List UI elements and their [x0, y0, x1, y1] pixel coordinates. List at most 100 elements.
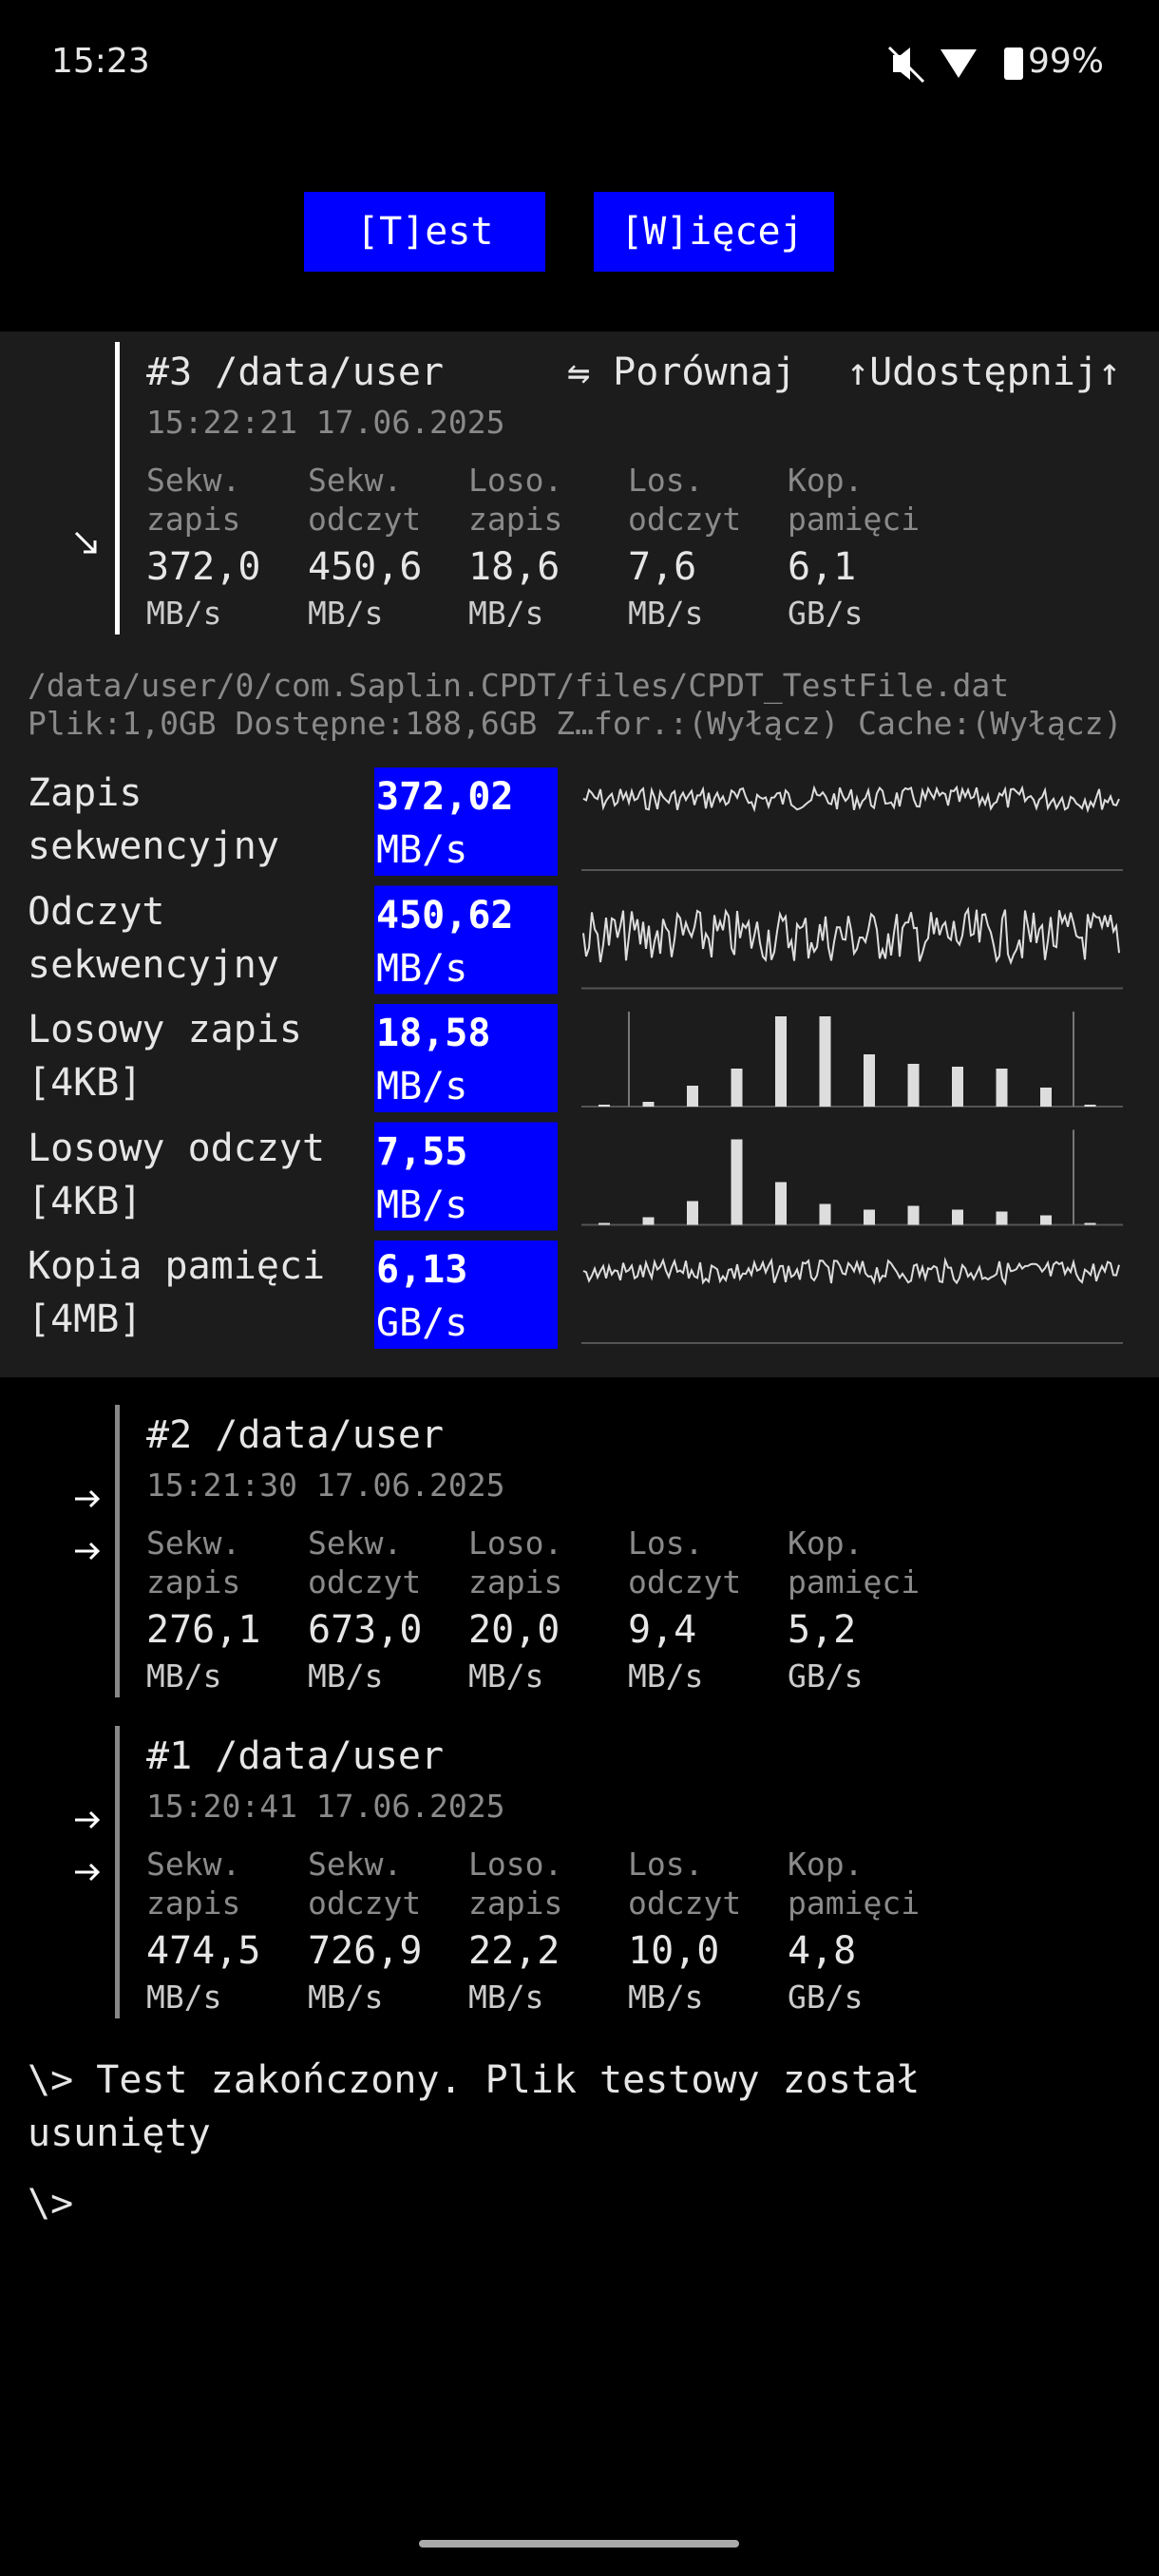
row-label: [4KB]: [28, 1061, 142, 1105]
row-value-bg: [374, 1241, 558, 1349]
graph-bar: [819, 1016, 831, 1107]
row-label: Losowy zapis: [28, 1008, 302, 1051]
share-button[interactable]: ↑Udostępnij↑: [846, 350, 1121, 394]
metric-unit: MB/s: [146, 1978, 222, 2016]
row-unit: MB/s: [376, 1183, 468, 1227]
metric-unit: MB/s: [628, 1978, 704, 2016]
result-title: #3 /data/user: [146, 350, 445, 394]
metric-name: Los.: [628, 1524, 704, 1562]
metric-unit: MB/s: [146, 1657, 222, 1695]
graph-bar: [996, 1069, 1008, 1107]
test-button[interactable]: [T]est: [356, 210, 494, 254]
row-value: 450,62: [376, 893, 514, 938]
graph-bar: [952, 1209, 963, 1225]
arrow-icon: [74, 531, 97, 554]
row-unit: MB/s: [376, 946, 468, 991]
graph-bar: [864, 1054, 875, 1107]
metric-value: 450,6: [308, 545, 423, 589]
result-title: #2 /data/user: [146, 1413, 445, 1457]
metric-name: Sekw.: [308, 461, 403, 499]
graph-bar: [907, 1064, 920, 1107]
more-button[interactable]: [W]ięcej: [620, 210, 804, 254]
graph-bar: [687, 1086, 698, 1107]
graph-bar: [775, 1016, 787, 1107]
arrow-icon: [75, 1489, 101, 1508]
metric-unit: GB/s: [788, 1978, 864, 2016]
row-label: [4KB]: [28, 1179, 142, 1223]
status-icons: [893, 47, 1023, 80]
metric-unit: GB/s: [788, 594, 864, 632]
test-button-bg[interactable]: [304, 192, 545, 272]
metric-name: Loso.: [468, 1845, 563, 1883]
graph-line: [582, 1257, 1120, 1286]
metric-value: 4,8: [788, 1929, 857, 1973]
metric-value: 10,0: [628, 1929, 720, 1973]
status-time: 15:23: [51, 42, 150, 81]
metric-name: odczyt: [308, 1884, 422, 1922]
result-date: 15:20:41 17.06.2025: [146, 1787, 505, 1825]
metric-value: 6,1: [788, 545, 857, 589]
metric-name: Los.: [628, 461, 704, 499]
metric-name: pamięci: [788, 1563, 921, 1601]
metric-name: zapis: [468, 500, 563, 538]
metric-name: pamięci: [788, 1884, 921, 1922]
metric-name: Kop.: [788, 1524, 864, 1562]
file-info: Plik:1,0GB Dostępne:188,6GB Z…for.:(Wyłą…: [28, 704, 1123, 742]
row-value-bg: [374, 885, 558, 994]
result-bar: [115, 342, 120, 635]
metric-name: zapis: [146, 1563, 241, 1601]
metric-value: 9,4: [628, 1608, 697, 1652]
row-label: Zapis: [28, 771, 142, 815]
metric-name: Sekw.: [146, 1845, 241, 1883]
graphics: [74, 342, 1123, 2018]
metric-name: odczyt: [308, 500, 422, 538]
metric-value: 7,6: [628, 545, 697, 589]
row-value: 18,58: [376, 1012, 491, 1055]
row-label: sekwencyjny: [28, 942, 279, 987]
metric-name: Loso.: [468, 1524, 563, 1562]
graph-bar: [642, 1217, 655, 1225]
graph-bar: [687, 1201, 698, 1225]
metric-name: zapis: [468, 1563, 563, 1601]
graph-bar: [731, 1139, 743, 1225]
battery-icon: [1004, 47, 1023, 80]
metric-name: odczyt: [308, 1563, 422, 1601]
result-title: #1 /data/user: [146, 1734, 445, 1778]
metric-value: 20,0: [468, 1608, 560, 1652]
metric-name: zapis: [146, 500, 241, 538]
mute-slash: [887, 46, 925, 84]
row-value: 7,55: [376, 1129, 468, 1174]
compare-button[interactable]: ⇋ Porównaj: [567, 350, 796, 394]
terminal-prompt: \>: [28, 2182, 74, 2226]
graph-bar: [642, 1102, 655, 1107]
graph-line: [582, 906, 1120, 966]
metric-unit: MB/s: [628, 594, 704, 632]
metric-name: odczyt: [628, 1563, 742, 1601]
home-bar: [419, 2540, 739, 2548]
graph-bar: [907, 1205, 920, 1225]
metric-name: pamięci: [788, 500, 921, 538]
metric-name: Los.: [628, 1845, 704, 1883]
more-button-bg[interactable]: [594, 192, 834, 272]
row-value-bg: [374, 1004, 558, 1112]
row-unit: MB/s: [376, 828, 468, 872]
row-value: 6,13: [376, 1248, 468, 1292]
metric-name: Sekw.: [146, 461, 241, 499]
metric-value: 673,0: [308, 1608, 423, 1652]
row-label: Losowy odczyt: [28, 1126, 326, 1170]
metric-unit: MB/s: [146, 594, 222, 632]
detail-panel: [0, 331, 1159, 1377]
metric-unit: MB/s: [308, 594, 384, 632]
metric-value: 474,5: [146, 1929, 261, 1973]
metric-value: 5,2: [788, 1608, 857, 1652]
battery-level: 99%: [1028, 42, 1105, 81]
result-date: 15:21:30 17.06.2025: [146, 1466, 505, 1504]
terminal-message: \> Test zakończony. Plik testowy został …: [28, 2058, 921, 2155]
graph-bar: [598, 1105, 610, 1107]
metric-unit: GB/s: [788, 1657, 864, 1695]
row-label: [4MB]: [28, 1297, 142, 1341]
result-bar: [115, 1405, 120, 1697]
arrow-icon: [75, 1542, 101, 1561]
arrow-icon: [75, 1810, 101, 1829]
